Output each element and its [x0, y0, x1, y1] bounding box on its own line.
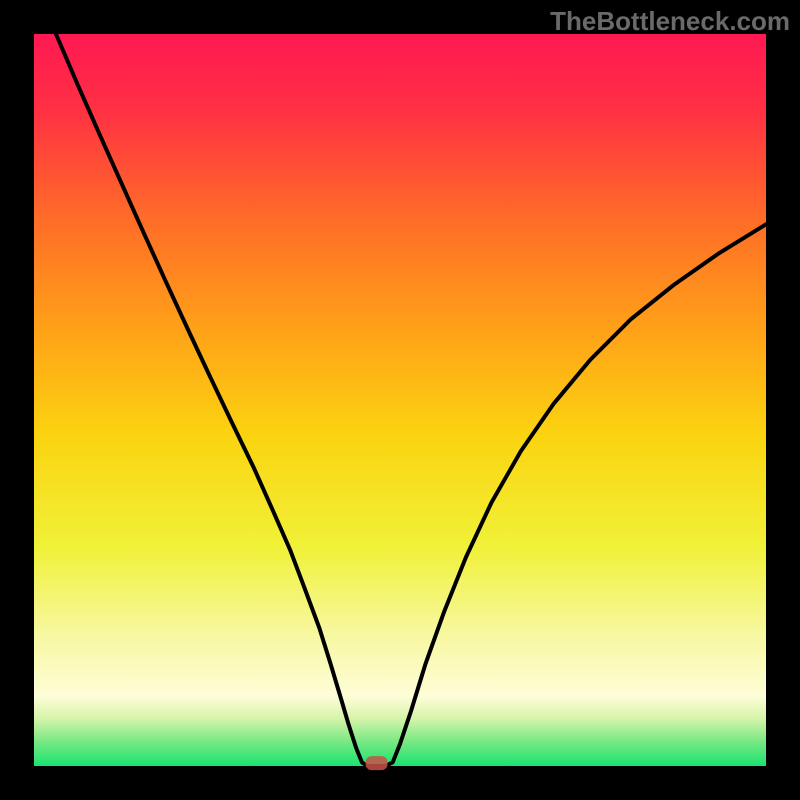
bottleneck-marker — [366, 756, 388, 770]
plot-background — [34, 34, 766, 766]
watermark-text: TheBottleneck.com — [550, 6, 790, 37]
bottleneck-plot — [0, 0, 800, 800]
